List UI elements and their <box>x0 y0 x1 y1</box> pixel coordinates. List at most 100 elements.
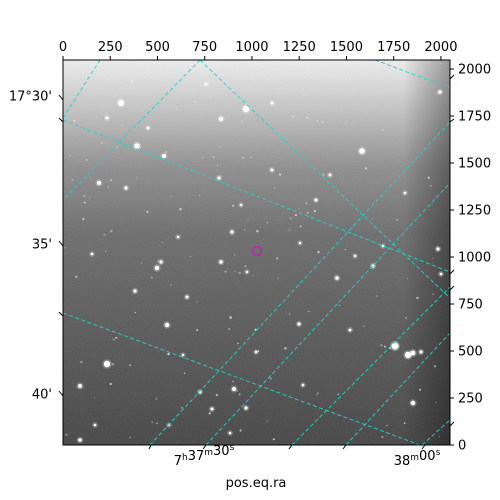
faint-star <box>288 229 290 231</box>
sky-image <box>63 60 450 445</box>
faint-star <box>234 254 236 256</box>
star <box>176 235 180 239</box>
faint-star <box>199 194 201 196</box>
faint-star <box>256 229 259 233</box>
faint-star <box>219 146 221 148</box>
faint-star <box>418 388 422 391</box>
faint-star <box>320 62 322 64</box>
faint-star <box>367 113 369 115</box>
right-tick-label: 1750 <box>458 110 491 125</box>
faint-star <box>140 262 143 264</box>
faint-star <box>321 121 324 124</box>
star <box>219 117 223 121</box>
faint-star <box>337 393 339 396</box>
faint-star <box>236 390 239 392</box>
right-tick-label: 750 <box>458 298 483 313</box>
faint-star <box>69 154 71 157</box>
grid-crossing-mark <box>449 74 455 80</box>
faint-star <box>269 377 272 380</box>
faint-star <box>299 225 302 228</box>
faint-star <box>404 192 406 194</box>
faint-star <box>209 95 212 98</box>
ra-tick-mark <box>342 444 347 450</box>
faint-star <box>75 275 78 278</box>
faint-star <box>439 63 441 65</box>
star <box>232 387 236 391</box>
faint-star <box>316 394 318 396</box>
ra-tick-mark <box>288 444 293 450</box>
faint-star <box>170 195 172 198</box>
faint-star <box>216 164 219 167</box>
faint-star <box>232 380 234 383</box>
faint-star <box>215 394 218 397</box>
faint-star <box>342 183 344 185</box>
faint-star <box>216 169 218 171</box>
ra-tick-label: 7h37m30s <box>174 443 235 469</box>
faint-star <box>247 219 249 221</box>
faint-star <box>151 421 153 423</box>
faint-star <box>100 141 104 145</box>
faint-star <box>116 146 118 149</box>
faint-star <box>131 79 134 83</box>
faint-star <box>243 229 246 231</box>
star <box>219 260 223 264</box>
right-tick-label: 500 <box>458 345 483 360</box>
faint-star <box>103 233 106 236</box>
faint-star <box>385 424 388 427</box>
star <box>270 101 274 105</box>
faint-star <box>363 325 365 327</box>
dec-tick-label: 17°30' <box>9 90 52 105</box>
faint-star <box>253 81 255 83</box>
star <box>239 203 243 207</box>
faint-star <box>127 61 131 65</box>
star <box>328 173 332 177</box>
faint-star <box>433 365 437 368</box>
star <box>391 342 399 350</box>
ra-tick-mark <box>148 444 152 450</box>
ra-tick-mark <box>421 444 426 450</box>
faint-star <box>436 92 439 95</box>
star <box>198 390 202 394</box>
faint-star <box>344 248 347 251</box>
dec-tick-mark <box>58 240 64 247</box>
faint-star <box>315 64 317 66</box>
faint-star <box>381 435 384 439</box>
faint-star <box>112 338 115 341</box>
faint-star <box>134 311 137 314</box>
faint-star <box>80 360 83 364</box>
faint-star <box>277 277 279 279</box>
right-pixel-axis: 0 250 500 750 1000 1250 1500 1750 2000 <box>449 63 491 454</box>
top-tick-label: 1250 <box>283 40 316 55</box>
star <box>164 322 170 328</box>
star <box>146 126 150 130</box>
faint-star <box>110 230 113 233</box>
faint-star <box>273 187 276 189</box>
faint-star <box>435 401 437 404</box>
top-tick-label: 250 <box>98 40 123 55</box>
star <box>133 289 137 293</box>
faint-star <box>109 382 112 386</box>
faint-star <box>121 125 123 127</box>
faint-star <box>298 207 300 209</box>
faint-star <box>177 441 179 444</box>
faint-star <box>364 167 368 170</box>
star <box>381 244 385 248</box>
star <box>118 100 124 106</box>
grid-line <box>63 60 101 119</box>
faint-star <box>427 176 430 179</box>
faint-star <box>396 218 399 221</box>
faint-star <box>111 362 115 366</box>
grid-line <box>345 332 450 445</box>
faint-star <box>252 275 254 277</box>
stars-layer <box>64 61 444 444</box>
star <box>297 322 301 326</box>
star <box>410 400 416 406</box>
faint-star <box>91 122 93 125</box>
star <box>185 295 189 299</box>
faint-star <box>266 222 268 224</box>
faint-star <box>276 70 279 72</box>
faint-star <box>382 129 384 131</box>
faint-star <box>403 422 406 425</box>
faint-star <box>272 438 275 441</box>
